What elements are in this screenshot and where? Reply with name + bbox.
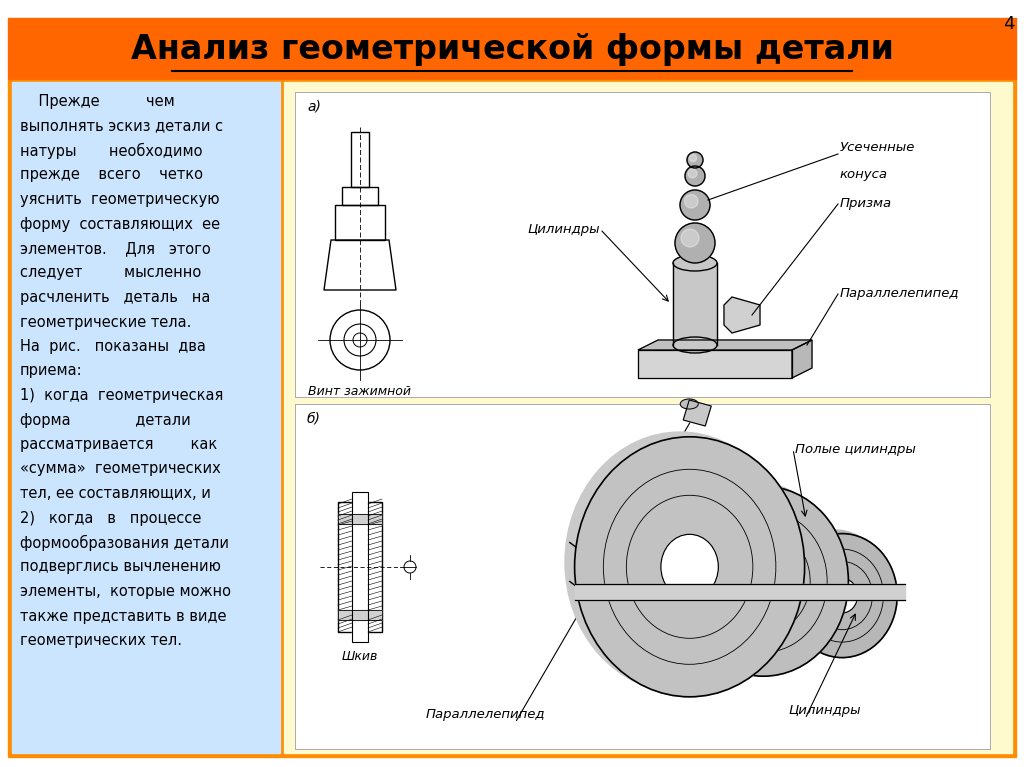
Polygon shape (638, 350, 792, 378)
Ellipse shape (731, 551, 779, 604)
Ellipse shape (660, 535, 719, 599)
Ellipse shape (680, 399, 698, 409)
Bar (342, 187, 378, 205)
Text: элементы,  которые можно: элементы, которые можно (20, 584, 231, 599)
Text: рассматривается        как: рассматривается как (20, 437, 217, 452)
Text: Параллелепипед: Параллелепипед (425, 708, 545, 721)
Bar (351, 132, 369, 187)
Bar (8, 18, 1016, 80)
Bar (335, 205, 385, 240)
Circle shape (681, 229, 699, 247)
Ellipse shape (651, 529, 709, 594)
Text: а): а) (307, 100, 321, 114)
Text: конуса: конуса (840, 168, 888, 181)
Bar (338, 610, 382, 620)
Bar (338, 502, 382, 632)
Text: форма              детали: форма детали (20, 413, 190, 427)
Bar (8, 80, 1016, 757)
Ellipse shape (673, 337, 717, 353)
Circle shape (687, 152, 703, 168)
Bar (338, 514, 382, 524)
Polygon shape (683, 400, 712, 426)
Text: Анализ геометрической формы детали: Анализ геометрической формы детали (131, 32, 893, 65)
Text: приема:: приема: (20, 364, 83, 378)
Text: подверглись вычленению: подверглись вычленению (20, 559, 221, 574)
Bar (338, 514, 382, 524)
Text: На  рис.   показаны  два: На рис. показаны два (20, 339, 206, 354)
Circle shape (684, 195, 698, 208)
Text: Прежде          чем: Прежде чем (20, 94, 175, 109)
Text: геометрические тела.: геометрические тела. (20, 314, 191, 330)
Text: прежде    всего    четко: прежде всего четко (20, 167, 203, 183)
Circle shape (689, 154, 696, 162)
Ellipse shape (819, 574, 850, 609)
Bar (295, 404, 990, 749)
Bar (295, 92, 990, 397)
Text: Шкив: Шкив (342, 650, 378, 663)
Text: «сумма»  геометрических: «сумма» геометрических (20, 462, 221, 476)
Text: 4: 4 (1004, 15, 1015, 33)
Bar (338, 502, 382, 632)
Bar (575, 584, 905, 600)
Bar (342, 187, 378, 205)
Text: форму  составляющих  ее: форму составляющих ее (20, 216, 220, 232)
Ellipse shape (787, 534, 897, 657)
Text: следует         мысленно: следует мысленно (20, 265, 202, 281)
Text: Винт зажимной: Винт зажимной (308, 385, 412, 398)
Polygon shape (324, 240, 396, 290)
Bar (351, 132, 369, 187)
Ellipse shape (574, 436, 805, 696)
Bar (338, 610, 382, 620)
Text: расчленить   деталь   на: расчленить деталь на (20, 290, 210, 305)
Bar (352, 492, 368, 642)
Text: уяснить  геометрическую: уяснить геометрическую (20, 192, 219, 207)
Text: б): б) (307, 412, 321, 426)
Text: Параллелепипед: Параллелепипед (840, 288, 959, 301)
Polygon shape (724, 297, 760, 333)
Text: элементов.    Для   этого: элементов. Для этого (20, 241, 211, 256)
Text: Призма: Призма (840, 197, 892, 210)
Bar (295, 404, 990, 749)
Circle shape (688, 169, 697, 178)
Bar (12, 82, 280, 753)
Text: также представить в виде: также представить в виде (20, 608, 226, 624)
Bar (284, 82, 1012, 753)
Ellipse shape (678, 486, 849, 676)
Text: Усеченные: Усеченные (840, 141, 915, 154)
Bar (295, 92, 990, 397)
Ellipse shape (574, 436, 805, 696)
Text: Полые цилиндры: Полые цилиндры (795, 443, 915, 456)
Text: натуры       необходимо: натуры необходимо (20, 143, 203, 160)
Text: 2)   когда   в   процессе: 2) когда в процессе (20, 511, 202, 525)
Circle shape (680, 190, 710, 220)
Bar (673, 263, 717, 345)
Ellipse shape (673, 255, 717, 271)
Text: 1)  когда  геометрическая: 1) когда геометрическая (20, 388, 223, 403)
Text: выполнять эскиз детали с: выполнять эскиз детали с (20, 118, 223, 133)
Circle shape (685, 166, 705, 186)
Text: тел, ее составляющих, и: тел, ее составляющих, и (20, 486, 211, 501)
Bar (352, 492, 368, 642)
Ellipse shape (739, 555, 787, 607)
Ellipse shape (826, 578, 858, 613)
Ellipse shape (565, 432, 795, 692)
Text: Цилиндры: Цилиндры (527, 222, 600, 235)
Text: Цилиндры: Цилиндры (788, 704, 861, 717)
Text: формообразования детали: формообразования детали (20, 535, 229, 551)
Ellipse shape (780, 530, 890, 654)
Circle shape (330, 310, 390, 370)
Ellipse shape (787, 534, 897, 657)
Circle shape (675, 223, 715, 263)
Text: геометрических тел.: геометрических тел. (20, 633, 182, 648)
Ellipse shape (678, 486, 849, 676)
Polygon shape (792, 340, 812, 378)
Ellipse shape (670, 482, 840, 672)
Polygon shape (638, 340, 812, 350)
Bar (335, 205, 385, 240)
